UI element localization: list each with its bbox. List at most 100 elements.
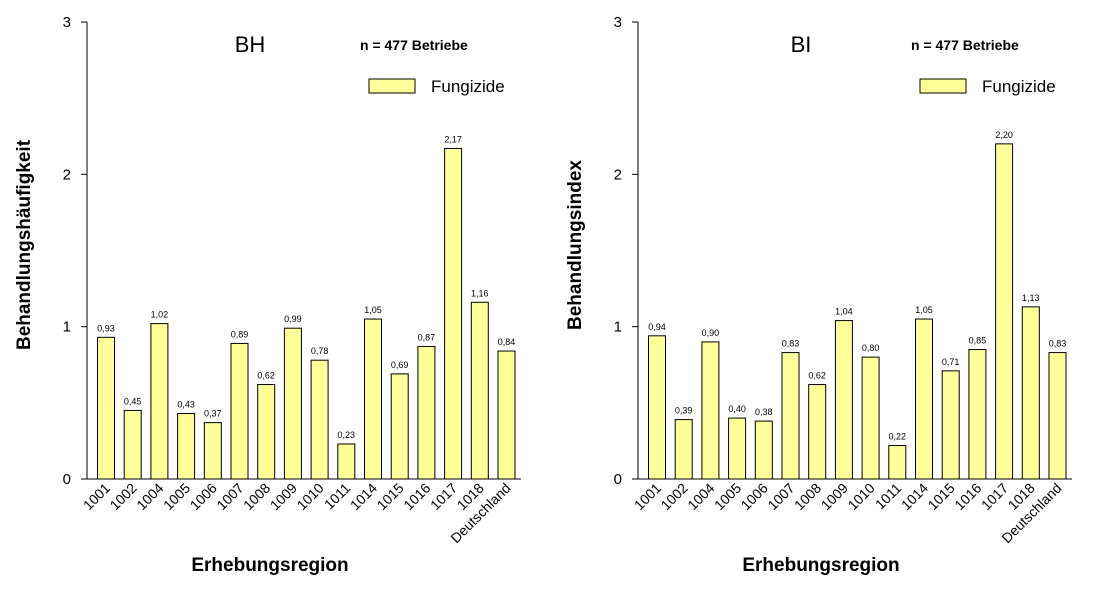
bar <box>364 318 382 480</box>
bar-value-label: 1,04 <box>835 307 853 317</box>
sample-size-annotation: n = 477 Betriebe <box>360 37 468 53</box>
y-axis-title: Behandlungsindex <box>565 160 586 330</box>
bar <box>257 384 276 480</box>
y-tick-label: 1 <box>63 319 71 336</box>
bar-value-label: 1,13 <box>1022 293 1040 303</box>
bar <box>150 323 169 480</box>
y-tick-label: 0 <box>63 471 71 488</box>
bar-value-label: 1,02 <box>151 310 169 320</box>
bar <box>1048 352 1067 480</box>
bar-value-label: 0,39 <box>675 406 693 416</box>
x-tick-label: 1005 <box>711 480 744 513</box>
bar-value-label: 2,20 <box>995 130 1013 140</box>
bar <box>283 327 302 480</box>
bar <box>861 356 880 480</box>
x-axis-title: Erhebungsregion <box>742 555 899 576</box>
bar <box>310 359 329 480</box>
bar-value-label: 1,05 <box>364 305 382 315</box>
bar <box>417 345 436 480</box>
x-tick-label: 1014 <box>898 480 931 513</box>
bar-value-label: 0,93 <box>97 323 115 333</box>
bar <box>754 420 773 480</box>
x-tick-label: 1006 <box>738 480 771 513</box>
legend-label: Fungizide <box>982 77 1056 96</box>
bar-value-label: 0,38 <box>755 407 773 417</box>
bh-chart-svg: 0 1 2 3 0,93 1001 0,45 1002 1,02 1004 0,43 1005 0,37… <box>14 14 521 576</box>
bar <box>915 318 933 480</box>
bar <box>674 419 693 480</box>
x-tick-label: 1011 <box>872 480 905 513</box>
bar-value-label: 0,87 <box>418 332 436 342</box>
bar-value-label: 0,94 <box>648 322 666 332</box>
y-axis-title: Behandlungshäufigkeit <box>14 139 35 350</box>
bar-value-label: 0,62 <box>257 371 275 381</box>
x-tick-label: 1002 <box>657 480 690 513</box>
bar-value-label: 0,90 <box>702 328 720 338</box>
x-tick-label: 1011 <box>321 480 354 513</box>
bar-value-label: 0,84 <box>498 337 516 347</box>
x-tick-label: 1008 <box>240 480 273 513</box>
x-tick-label: 1014 <box>347 480 380 513</box>
x-tick-label: 1004 <box>133 480 166 513</box>
bar <box>968 349 987 480</box>
y-tick-label: 3 <box>63 14 71 31</box>
x-tick-label: 1015 <box>924 480 957 513</box>
bar <box>177 412 196 480</box>
bar-value-label: 0,99 <box>284 314 302 324</box>
bar <box>97 336 115 480</box>
y-tick-label: 2 <box>614 166 622 183</box>
sample-size-annotation: n = 477 Betriebe <box>911 37 1019 53</box>
y-tick-label: 2 <box>63 166 71 183</box>
x-tick-label: 1017 <box>978 480 1011 513</box>
bar-value-label: 0,22 <box>889 431 907 441</box>
bar <box>123 409 142 480</box>
bar-value-label: 0,89 <box>231 329 249 339</box>
x-tick-label: 1007 <box>213 480 246 513</box>
bar-value-label: 0,45 <box>124 396 142 406</box>
chart-title: BH <box>235 32 266 57</box>
chart-panel-bi: 0 1 2 3 0,94 1001 0,39 1002 0,90 1004 0,40 1005 0,38… <box>551 0 1102 590</box>
legend-swatch <box>368 78 416 94</box>
bar-value-label: 0,85 <box>969 336 987 346</box>
x-tick-label: 1007 <box>764 480 797 513</box>
bar-value-label: 2,17 <box>444 134 462 144</box>
x-tick-label: 1010 <box>844 480 877 513</box>
x-tick-label: 1017 <box>427 480 460 513</box>
bar <box>728 417 747 480</box>
bar <box>203 422 222 480</box>
bar-value-label: 0,83 <box>782 339 800 349</box>
bar <box>888 444 907 480</box>
x-tick-label: 1008 <box>791 480 824 513</box>
bar <box>497 350 516 480</box>
bar <box>701 341 720 480</box>
y-tick-label: 0 <box>614 471 622 488</box>
bar <box>808 384 827 480</box>
bar <box>781 352 800 480</box>
bar-value-label: 0,43 <box>177 399 195 409</box>
x-tick-label: 1002 <box>106 480 139 513</box>
bar <box>995 143 1014 480</box>
bar-value-label: 0,80 <box>862 343 880 353</box>
bar <box>390 373 409 480</box>
bar-value-label: 0,69 <box>391 360 409 370</box>
x-tick-label: 1004 <box>684 480 717 513</box>
x-tick-label: 1016 <box>400 480 433 513</box>
bar-value-label: 1,16 <box>471 288 489 298</box>
chart-title: BI <box>791 32 812 57</box>
bar <box>648 335 666 480</box>
x-tick-label: 1005 <box>160 480 193 513</box>
bar <box>337 443 356 480</box>
bar-value-label: 0,37 <box>204 409 222 419</box>
x-tick-label: 1010 <box>293 480 326 513</box>
chart-panel-bh: 0 1 2 3 0,93 1001 0,45 1002 1,02 1004 0,43 1005 0,37… <box>14 14 521 576</box>
bar-value-label: 0,71 <box>942 357 960 367</box>
x-tick-label: 1016 <box>951 480 984 513</box>
x-tick-label: 1015 <box>373 480 406 513</box>
x-axis-title: Erhebungsregion <box>191 555 348 576</box>
legend-swatch <box>919 78 967 94</box>
bar <box>470 301 489 480</box>
bi-chart-svg: 0 1 2 3 0,94 1001 0,39 1002 0,90 1004 0,40 1005 0,38… <box>565 14 1072 576</box>
y-tick-label: 1 <box>614 319 622 336</box>
bar-value-label: 0,40 <box>728 404 746 414</box>
legend-label: Fungizide <box>431 77 505 96</box>
